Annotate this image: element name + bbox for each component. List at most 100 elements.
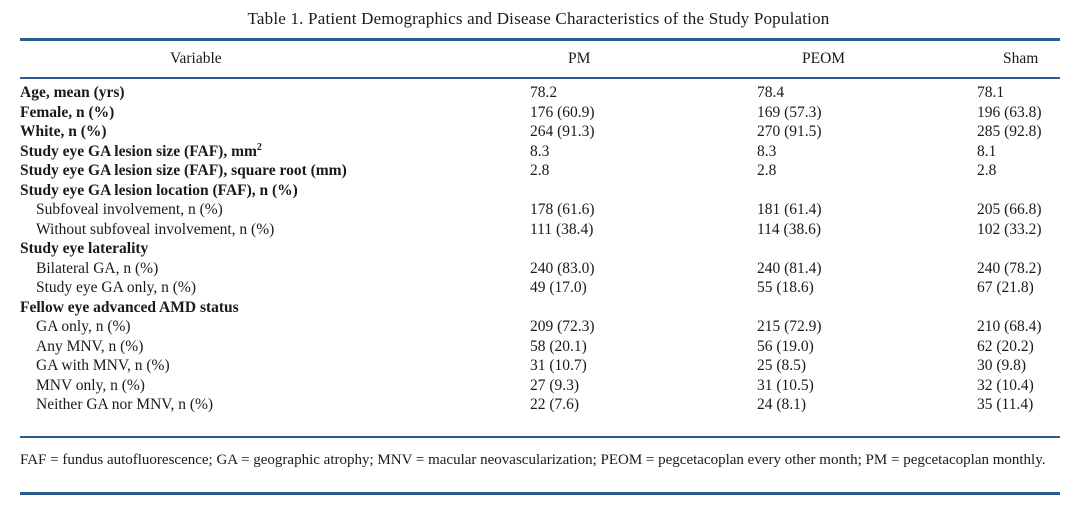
cell-peom: 2.8 xyxy=(757,162,777,179)
cell-sham: 8.1 xyxy=(977,142,997,160)
row-label-text: Bilateral GA, n (%) xyxy=(36,259,159,277)
table-footnote: FAF = fundus autofluorescence; GA = geog… xyxy=(20,452,1046,468)
row-label-text: Neither GA nor MNV, n (%) xyxy=(36,396,214,413)
table-row: Neither GA nor MNV, n (%) 22 (7.6) 24 (8.1… xyxy=(20,395,1060,415)
cell-sham: 30 (9.8) xyxy=(977,357,1027,374)
row-label-text: MNV only, n (%) xyxy=(36,376,145,394)
top-rule xyxy=(20,38,1060,41)
header-peom: PEOM xyxy=(802,50,846,67)
table-row: Study eye GA only, n (%) 49 (17.0) 55 (18.… xyxy=(20,278,1060,298)
table-row: White, n (%) 264 (91.3) 270 (91.5) 285 (92.… xyxy=(20,122,1060,142)
cell-peom: 56 (19.0) xyxy=(757,337,814,355)
cell-sham: 285 (92.8) xyxy=(977,123,1042,140)
cell-sham: 78.1 xyxy=(977,84,1005,101)
row-label: Female, n (%) xyxy=(20,103,114,123)
row-label: Study eye GA only, n (%) xyxy=(36,278,196,298)
cell-pm: 240 (83.0) xyxy=(530,259,595,277)
cell-peom: 181 (61.4) xyxy=(757,201,822,218)
row-label-superscript: 2 xyxy=(256,141,262,153)
cell-pm: 58 (20.1) xyxy=(530,337,587,355)
bottom-rule xyxy=(20,436,1060,438)
row-label-text: Study eye GA only, n (%) xyxy=(36,279,197,296)
cell-peom: 24 (8.1) xyxy=(757,396,807,413)
cell-sham: 205 (66.8) xyxy=(977,201,1042,218)
header-pm: PM xyxy=(568,50,591,67)
table-body: Age, mean (yrs) 78.2 78.4 78.1 Female, n (%)… xyxy=(20,83,1060,415)
table-row: Without subfoveal involvement, n (%) 111 … xyxy=(20,220,1060,240)
row-label: Neither GA nor MNV, n (%) xyxy=(36,395,213,415)
row-label: Subfoveal involvement, n (%) xyxy=(36,200,223,220)
table-header: Variable PM PEOM Sham xyxy=(20,50,1060,70)
row-label-text: GA only, n (%) xyxy=(36,318,131,335)
row-label: Age, mean (yrs) xyxy=(20,83,125,103)
header-variable: Variable xyxy=(170,50,222,67)
row-label-text: Subfoveal involvement, n (%) xyxy=(36,201,223,218)
cell-pm: 264 (91.3) xyxy=(530,123,595,140)
row-label: Study eye GA lesion location (FAF), n (%… xyxy=(20,181,298,201)
cell-sham: 240 (78.2) xyxy=(977,259,1042,277)
table-row: GA only, n (%) 209 (72.3) 215 (72.9) 210 (6… xyxy=(20,317,1060,337)
table-row: Study eye laterality xyxy=(20,239,1060,259)
cell-sham: 35 (11.4) xyxy=(977,396,1034,413)
row-label-text: Study eye laterality xyxy=(20,240,149,257)
row-label-text: Any MNV, n (%) xyxy=(36,337,144,355)
row-label: Fellow eye advanced AMD status xyxy=(20,298,239,318)
row-label-text: Female, n (%) xyxy=(20,103,115,121)
cell-peom: 215 (72.9) xyxy=(757,318,822,335)
cell-peom: 55 (18.6) xyxy=(757,279,814,296)
cell-peom: 25 (8.5) xyxy=(757,357,807,374)
row-label-text: Study eye GA lesion location (FAF), n (%… xyxy=(20,181,298,199)
cell-pm: 111 (38.4) xyxy=(530,220,594,238)
cell-sham: 67 (21.8) xyxy=(977,279,1034,296)
table-row: Bilateral GA, n (%) 240 (83.0) 240 (81.4) 2… xyxy=(20,259,1060,279)
table-row: Study eye GA lesion location (FAF), n (%… xyxy=(20,181,1060,201)
footer-rule xyxy=(20,492,1060,495)
cell-peom: 240 (81.4) xyxy=(757,259,822,277)
row-label-text: GA with MNV, n (%) xyxy=(36,357,170,374)
header-sham: Sham xyxy=(1003,50,1039,67)
cell-pm: 27 (9.3) xyxy=(530,376,580,394)
table-row: Study eye GA lesion size (FAF), square r… xyxy=(20,161,1060,181)
table-row: Female, n (%) 176 (60.9) 169 (57.3) 196 (63… xyxy=(20,103,1060,123)
cell-pm: 49 (17.0) xyxy=(530,279,587,296)
table-row: MNV only, n (%) 27 (9.3) 31 (10.5) 32 (10.4… xyxy=(20,376,1060,396)
row-label: Without subfoveal involvement, n (%) xyxy=(36,220,274,240)
row-label-text: Study eye GA lesion size (FAF), square r… xyxy=(20,162,347,179)
cell-pm: 176 (60.9) xyxy=(530,103,595,121)
table-row: GA with MNV, n (%) 31 (10.7) 25 (8.5) 30 (9… xyxy=(20,356,1060,376)
row-label-text: White, n (%) xyxy=(20,123,107,140)
cell-sham: 2.8 xyxy=(977,162,997,179)
row-label: Bilateral GA, n (%) xyxy=(36,259,158,279)
cell-pm: 2.8 xyxy=(530,162,550,179)
cell-sham: 196 (63.8) xyxy=(977,103,1042,121)
cell-sham: 102 (33.2) xyxy=(977,220,1042,238)
table-row: Fellow eye advanced AMD status xyxy=(20,298,1060,318)
cell-pm: 209 (72.3) xyxy=(530,318,595,335)
row-label: Study eye GA lesion size (FAF), mm2 xyxy=(20,142,262,162)
cell-pm: 78.2 xyxy=(530,84,558,101)
row-label: Study eye GA lesion size (FAF), square r… xyxy=(20,161,347,181)
cell-peom: 78.4 xyxy=(757,84,785,101)
cell-sham: 62 (20.2) xyxy=(977,337,1034,355)
table-row: Age, mean (yrs) 78.2 78.4 78.1 xyxy=(20,83,1060,103)
cell-peom: 169 (57.3) xyxy=(757,103,822,121)
cell-sham: 210 (68.4) xyxy=(977,318,1042,335)
cell-peom: 31 (10.5) xyxy=(757,376,814,394)
row-label-text: Age, mean (yrs) xyxy=(20,84,125,101)
table-row: Subfoveal involvement, n (%) 178 (61.6) 18… xyxy=(20,200,1060,220)
cell-peom: 114 (38.6) xyxy=(757,220,821,238)
table-row: Study eye GA lesion size (FAF), mm2 8.3 8.… xyxy=(20,142,1060,162)
cell-pm: 31 (10.7) xyxy=(530,357,587,374)
cell-pm: 178 (61.6) xyxy=(530,201,595,218)
row-label: GA only, n (%) xyxy=(36,317,131,337)
row-label-text: Fellow eye advanced AMD status xyxy=(20,298,239,316)
row-label: White, n (%) xyxy=(20,122,107,142)
cell-pm: 22 (7.6) xyxy=(530,396,580,413)
cell-peom: 270 (91.5) xyxy=(757,123,822,140)
cell-sham: 32 (10.4) xyxy=(977,376,1034,394)
row-label-text: Study eye GA lesion size (FAF), mm xyxy=(20,142,257,160)
row-label: GA with MNV, n (%) xyxy=(36,356,170,376)
cell-pm: 8.3 xyxy=(530,142,550,160)
row-label: Study eye laterality xyxy=(20,239,148,259)
cell-peom: 8.3 xyxy=(757,142,777,160)
